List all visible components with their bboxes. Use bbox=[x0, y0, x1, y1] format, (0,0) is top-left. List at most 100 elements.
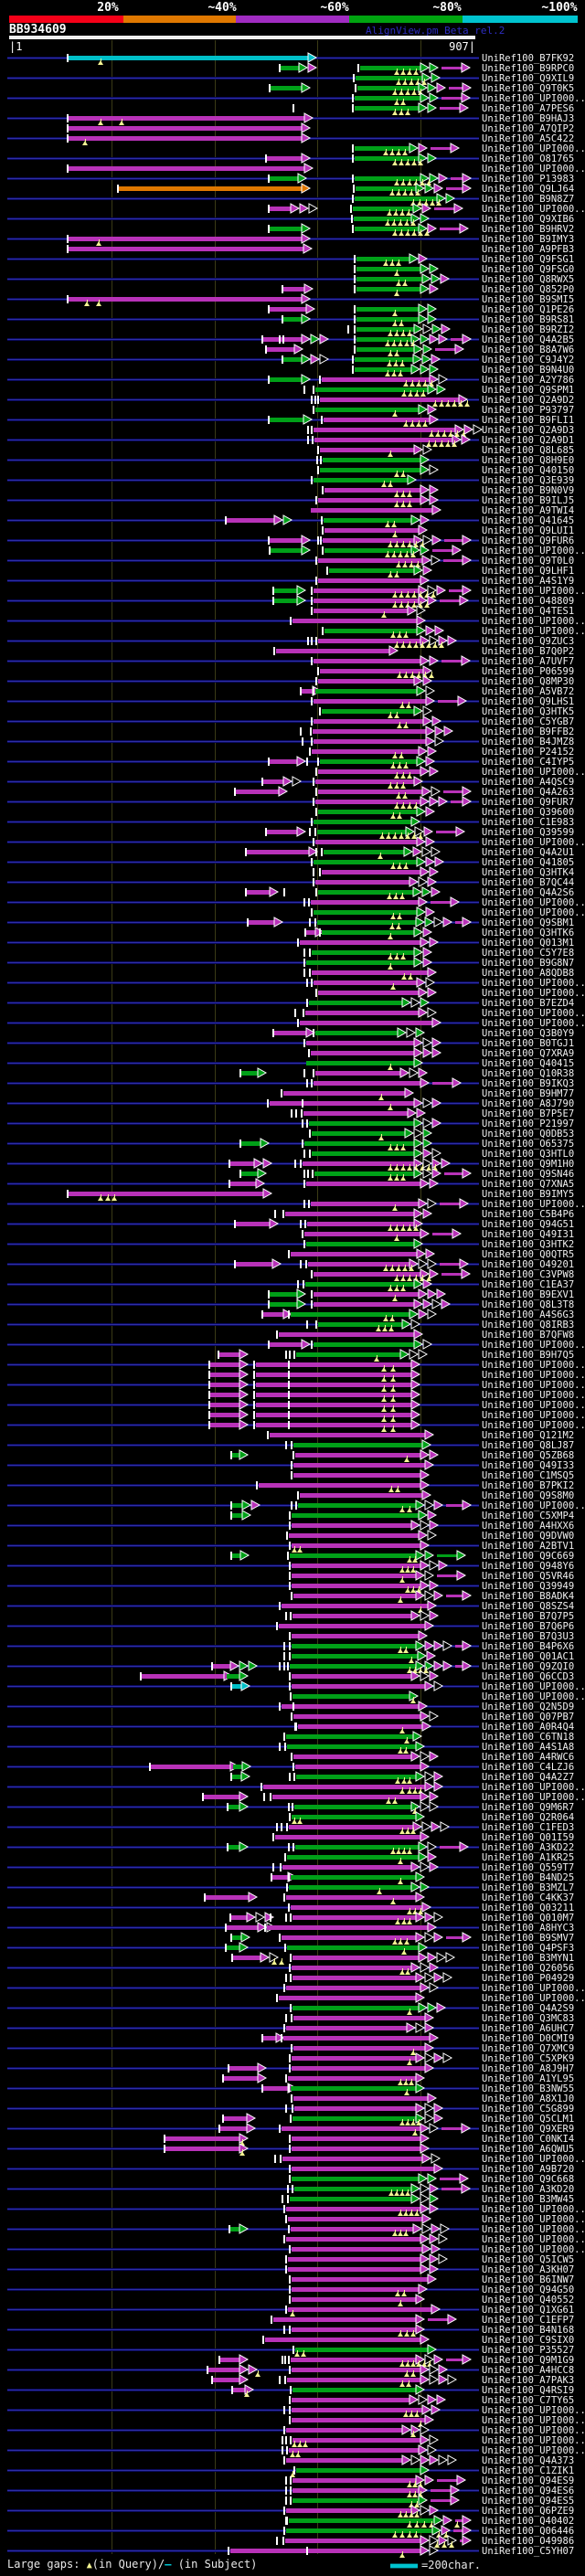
hit-label[interactable]: UniRef100_A9TWI4 bbox=[482, 505, 574, 516]
hsp-bar[interactable] bbox=[293, 2016, 425, 2020]
hit-label[interactable]: UniRef100_UPI000.. bbox=[482, 546, 585, 557]
hsp-tail[interactable] bbox=[453, 2529, 463, 2532]
hsp-bar[interactable] bbox=[288, 2307, 431, 2312]
hsp-bar[interactable] bbox=[295, 2348, 428, 2352]
hsp-bar[interactable] bbox=[263, 1312, 283, 1317]
hsp-bar[interactable] bbox=[270, 1342, 302, 1347]
hsp-bar[interactable] bbox=[356, 327, 414, 332]
hit-label[interactable]: UniRef100_UPI000.. bbox=[482, 978, 585, 989]
hit-label[interactable]: UniRef100_Q3HTK5 bbox=[482, 706, 574, 717]
hsp-bar[interactable] bbox=[323, 538, 414, 543]
hsp-bar[interactable] bbox=[311, 508, 432, 513]
hit-label[interactable]: UniRef100_UPI000.. bbox=[482, 2154, 585, 2165]
hit-label[interactable]: UniRef100_Q8MP30 bbox=[482, 676, 574, 687]
hsp-bar[interactable] bbox=[292, 1614, 411, 1618]
hit-label[interactable]: UniRef100_Q41805 bbox=[482, 857, 574, 868]
hit-label[interactable]: UniRef100_Q559T7 bbox=[482, 1862, 574, 1873]
hit-label[interactable]: UniRef100_UPI000.. bbox=[482, 1983, 585, 1994]
hsp-bar[interactable] bbox=[318, 639, 420, 643]
hit-label[interactable]: UniRef100_Q2A9D1 bbox=[482, 435, 574, 446]
hsp-tail[interactable] bbox=[436, 831, 456, 833]
hsp-bar[interactable] bbox=[308, 1262, 410, 1267]
hsp-bar[interactable] bbox=[356, 287, 420, 292]
hit-label[interactable]: UniRef100_Q9T0K5 bbox=[482, 83, 574, 94]
hsp-bar[interactable] bbox=[283, 357, 302, 362]
hsp-tail[interactable] bbox=[440, 1263, 460, 1266]
hit-label[interactable]: UniRef100_A3KD20 bbox=[482, 2184, 574, 2195]
hsp-bar[interactable] bbox=[69, 126, 302, 131]
hsp-bar[interactable] bbox=[282, 2157, 422, 2161]
hit-label[interactable]: UniRef100_B7Q6P6 bbox=[482, 1621, 574, 1632]
hsp-tail[interactable] bbox=[446, 187, 463, 190]
hsp-bar[interactable] bbox=[236, 790, 279, 794]
hit-label[interactable]: UniRef100_P06599 bbox=[482, 666, 574, 677]
hit-label[interactable]: UniRef100_Q3HTK6 bbox=[482, 928, 574, 938]
hit-label[interactable]: UniRef100_UPI000.. bbox=[482, 2445, 585, 2456]
hsp-bar[interactable] bbox=[286, 2458, 402, 2463]
hsp-bar[interactable] bbox=[314, 478, 408, 482]
hsp-bar[interactable] bbox=[311, 1202, 419, 1206]
hit-label[interactable]: UniRef100_B9RS81 bbox=[482, 314, 574, 325]
hsp-bar[interactable] bbox=[298, 1724, 422, 1729]
hsp-bar[interactable] bbox=[274, 599, 297, 603]
hsp-tail[interactable] bbox=[441, 2127, 462, 2130]
hsp-bar[interactable] bbox=[142, 1674, 224, 1679]
hsp-bar[interactable] bbox=[283, 2036, 430, 2041]
hsp-bar[interactable] bbox=[324, 488, 420, 493]
hsp-bar[interactable] bbox=[270, 1302, 297, 1307]
hsp-bar[interactable] bbox=[324, 548, 411, 553]
hit-label[interactable]: UniRef100_Q9C669 bbox=[482, 1551, 574, 1562]
hit-label[interactable]: UniRef100_C1ZIK1 bbox=[482, 2465, 574, 2476]
hsp-bar[interactable] bbox=[296, 1352, 400, 1357]
hit-label[interactable]: UniRef100_B7EZD4 bbox=[482, 998, 574, 1009]
hit-label[interactable]: UniRef100_B9FFB2 bbox=[482, 726, 574, 737]
hsp-bar[interactable] bbox=[300, 1493, 422, 1498]
hit-label[interactable]: UniRef100_UPI000.. bbox=[482, 1008, 585, 1019]
hsp-bar[interactable] bbox=[206, 1895, 249, 1900]
hsp-tail[interactable] bbox=[446, 2359, 463, 2361]
hit-label[interactable]: UniRef100_O49986 bbox=[482, 2536, 574, 2547]
hsp-bar[interactable] bbox=[69, 1192, 263, 1196]
hit-label[interactable]: UniRef100_B7QC44 bbox=[482, 877, 574, 888]
hit-label[interactable]: UniRef100_Q4A2B5 bbox=[482, 334, 574, 345]
hit-label[interactable]: UniRef100_Q94ES9 bbox=[482, 2475, 574, 2486]
hit-label[interactable]: UniRef100_B9HRV2 bbox=[482, 224, 574, 235]
hsp-bar[interactable] bbox=[292, 1966, 411, 1970]
hit-label[interactable]: UniRef100_B7Q7P5 bbox=[482, 1611, 574, 1622]
hsp-bar[interactable] bbox=[293, 1463, 425, 1468]
hsp-bar[interactable] bbox=[311, 900, 419, 905]
hsp-bar[interactable] bbox=[356, 337, 411, 342]
hsp-bar[interactable] bbox=[273, 2317, 416, 2322]
hit-label[interactable]: UniRef100_B9EXV1 bbox=[482, 1289, 574, 1300]
hit-label[interactable]: UniRef100_Q010M7 bbox=[482, 1913, 574, 1924]
hsp-bar[interactable] bbox=[318, 558, 422, 563]
hit-label[interactable]: UniRef100_Q4A263 bbox=[482, 787, 574, 798]
hit-label[interactable]: UniRef100_UPI000.. bbox=[482, 143, 585, 154]
hit-label[interactable]: UniRef100_Q94G50 bbox=[482, 2284, 574, 2295]
hit-label[interactable]: UniRef100_Q9FUR6 bbox=[482, 535, 574, 546]
hsp-bar[interactable] bbox=[292, 2388, 416, 2392]
hsp-bar[interactable] bbox=[356, 76, 422, 80]
hsp-bar[interactable] bbox=[293, 1714, 420, 1719]
hit-label[interactable]: UniRef100_A7PES6 bbox=[482, 103, 574, 114]
hsp-bar[interactable] bbox=[294, 2187, 411, 2191]
hsp-bar[interactable] bbox=[272, 1875, 288, 1880]
hsp-tail[interactable] bbox=[434, 207, 454, 210]
hit-label[interactable]: UniRef100_UPI000.. bbox=[482, 616, 585, 627]
hsp-bar[interactable] bbox=[227, 518, 274, 523]
hsp-tail[interactable] bbox=[455, 2519, 463, 2522]
hsp-bar[interactable] bbox=[267, 1925, 428, 1930]
hsp-bar[interactable] bbox=[249, 920, 274, 925]
hsp-bar[interactable] bbox=[290, 1553, 416, 1558]
hit-label[interactable]: UniRef100_Q9LUI1 bbox=[482, 525, 574, 536]
hsp-bar[interactable] bbox=[286, 2428, 402, 2433]
hsp-bar[interactable] bbox=[281, 66, 299, 70]
hsp-bar[interactable] bbox=[355, 106, 419, 111]
hit-label[interactable]: UniRef100_UPI000.. bbox=[482, 2425, 585, 2436]
hsp-bar[interactable] bbox=[286, 2207, 420, 2211]
hit-label[interactable]: UniRef100_B9IMY3 bbox=[482, 234, 574, 245]
hit-label[interactable]: UniRef100_C4IYP5 bbox=[482, 757, 574, 768]
hit-label[interactable]: UniRef100_B3MZL7 bbox=[482, 1882, 574, 1893]
hit-label[interactable]: UniRef100_O65375 bbox=[482, 1139, 574, 1150]
hsp-bar[interactable] bbox=[263, 2086, 288, 2091]
